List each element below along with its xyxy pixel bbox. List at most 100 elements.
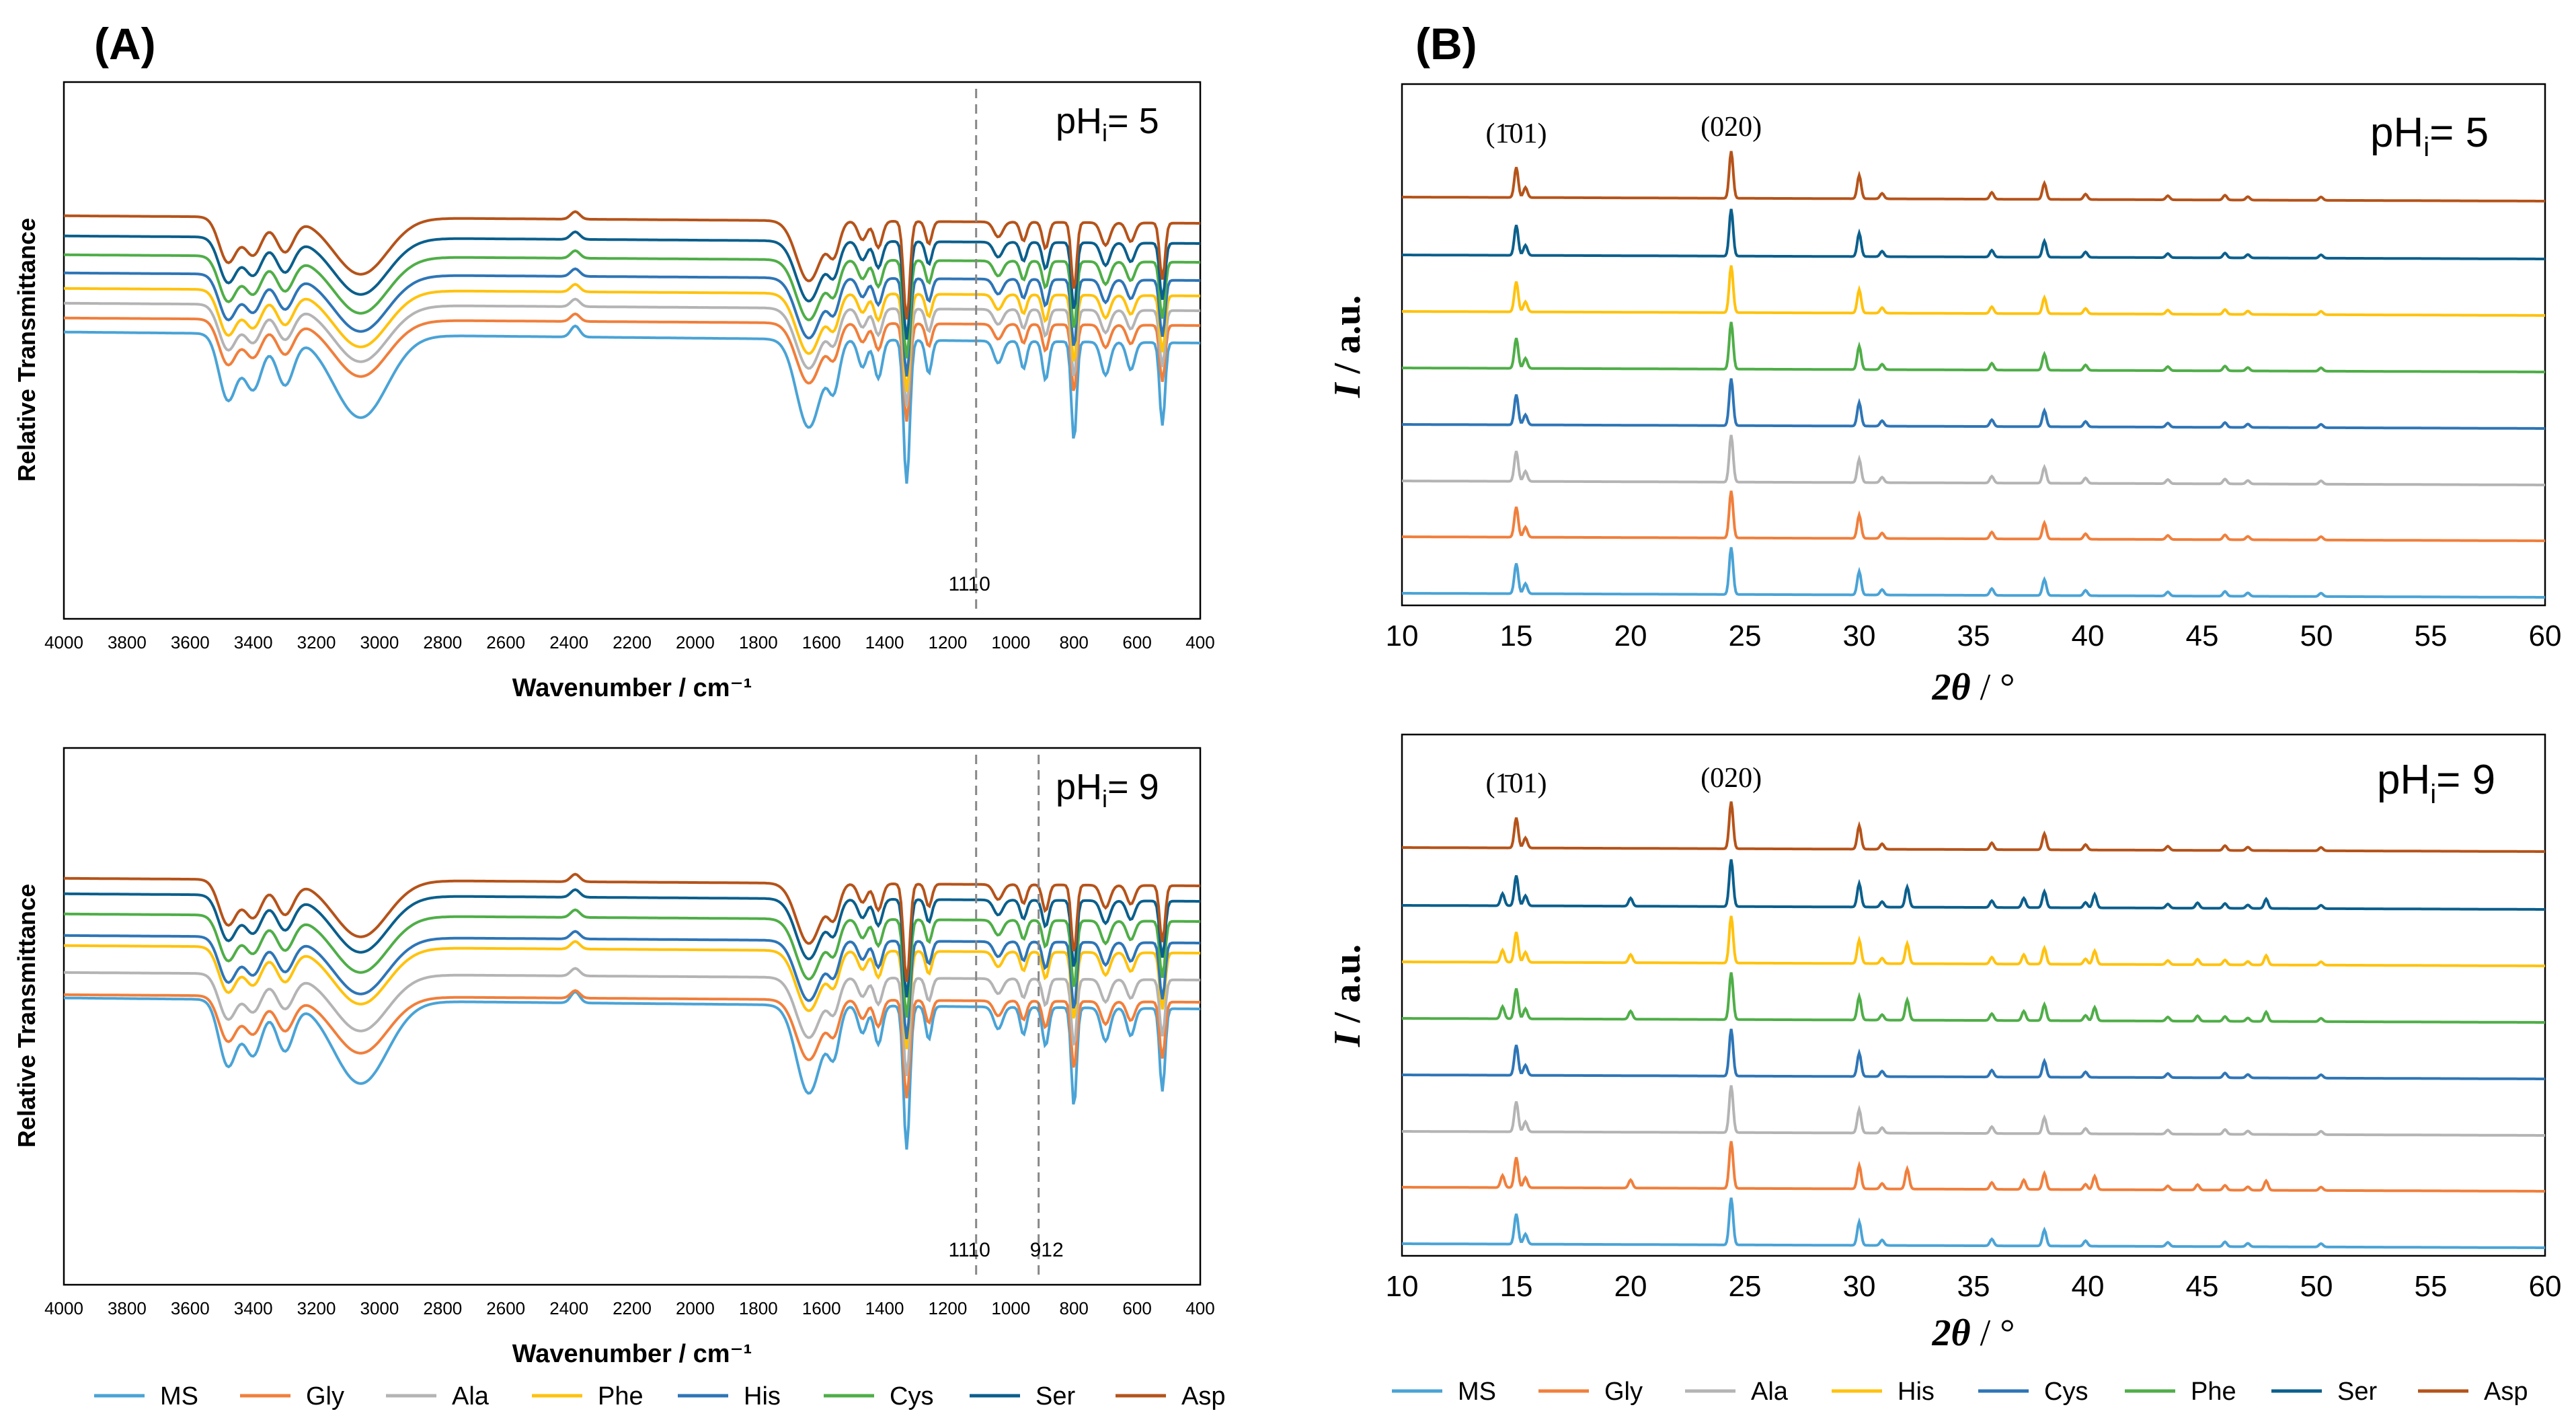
- xrd-xtick-label: 25: [1729, 1270, 1762, 1303]
- xrd-ph5-title: pHi= 5: [2370, 110, 2489, 162]
- legend-xrd: MS Gly Ala His Cys Phe Ser Asp: [1392, 1378, 2528, 1406]
- legend-label-cys: Cys: [890, 1382, 933, 1411]
- xrd-xtick-label: 20: [1614, 620, 1647, 652]
- xrd-ph5-ylabel: I / a.u.: [1327, 295, 1368, 399]
- xrd-xtick-label: 40: [2072, 1270, 2105, 1303]
- xrd-ph9-xticks: 10 15 20 25 30 35 40 45 50 55 60: [1386, 1270, 2562, 1303]
- xrd-series-phe: [1402, 915, 2545, 967]
- ftir-xtick-label: 2200: [613, 1298, 652, 1318]
- ftir-ph9-refline-label-912: 912: [1030, 1239, 1064, 1261]
- ftir-ph9-refline-label-1110: 1110: [949, 1239, 990, 1261]
- ftir-xtick-label: 3400: [234, 1298, 273, 1318]
- panel-b-label: (B): [1415, 19, 1477, 69]
- xrd-series-ser: [1402, 859, 2545, 911]
- ftir-xtick-label: 2600: [486, 632, 525, 652]
- ftir-xtick-label: 2400: [549, 632, 588, 652]
- legend-label-ala: Ala: [1751, 1378, 1789, 1406]
- legend-label-ser: Ser: [1036, 1382, 1075, 1411]
- legend-label-ms: MS: [1458, 1378, 1496, 1406]
- ftir-series-gly: [64, 989, 1200, 1098]
- xrd-xtick-label: 30: [1843, 620, 1876, 652]
- xrd-series-ala: [1402, 1085, 2545, 1137]
- ftir-xtick-label: 1600: [802, 1298, 841, 1318]
- ftir-series-cys: [64, 249, 1200, 359]
- ftir-xtick-label: 3600: [171, 632, 210, 652]
- ftir-series-asp: [64, 872, 1200, 982]
- legend-label-ms: MS: [160, 1382, 198, 1411]
- ftir-xtick-label: 1600: [802, 632, 841, 652]
- xrd-xtick-label: 15: [1500, 1270, 1533, 1303]
- xrd-series-phe: [1402, 265, 2545, 317]
- ftir-xtick-label: 3800: [108, 632, 147, 652]
- ftir-ph9-series-group: [64, 872, 1200, 1150]
- ftir-xtick-label: 1000: [991, 632, 1030, 652]
- ftir-xtick-label: 2000: [676, 1298, 715, 1318]
- xrd-series-asp: [1402, 801, 2545, 853]
- legend-label-his: His: [744, 1382, 781, 1411]
- panel-a-label: (A): [94, 19, 156, 69]
- xrd-ph5-xticks: 10 15 20 25 30 35 40 45 50 55 60: [1386, 620, 2562, 652]
- ftir-series-cys: [64, 908, 1200, 1018]
- xrd-series-his: [1402, 1028, 2545, 1080]
- legend-label-asp: Asp: [2484, 1378, 2528, 1406]
- xrd-ph5-peak-label-020: (020): [1701, 112, 1762, 143]
- ftir-ph5-xlabel: Wavenumber / cm⁻¹: [512, 674, 752, 702]
- xrd-series-cys: [1402, 972, 2545, 1024]
- ftir-ph9-title: pHi= 9: [1056, 767, 1159, 813]
- ftir-chart-ph9: 1110 912 pHi= 9 4000 3800 3600 3400 3200 3000…: [13, 747, 1215, 1368]
- xrd-series-ala: [1402, 435, 2545, 486]
- ftir-xtick-label: 3000: [360, 632, 399, 652]
- xrd-xtick-label: 60: [2529, 620, 2562, 652]
- ftir-series-phe: [64, 940, 1200, 1049]
- xrd-xtick-label: 60: [2529, 1270, 2562, 1303]
- ftir-ph5-xticks: 4000 3800 3600 3400 3200 3000 2800 2600 2400 2200…: [44, 632, 1215, 652]
- legend-label-phe: Phe: [598, 1382, 643, 1411]
- ftir-xtick-label: 1400: [865, 632, 904, 652]
- ftir-series-ms: [64, 324, 1200, 484]
- ftir-chart-ph5: 1110 pHi= 5 4000 3800 3600 3400 3200 3000 2800…: [13, 81, 1215, 702]
- ftir-ph9-xticks: 4000 3800 3600 3400 3200 3000 2800 2600 2400 2200…: [44, 1298, 1215, 1318]
- xrd-chart-ph5: (1̄01) (020) pHi= 5 10 15 20 25 30 35 40 45 50 55…: [1327, 83, 2562, 708]
- legend-label-phe: Phe: [2191, 1378, 2236, 1406]
- ftir-ph5-frame: [63, 81, 1202, 620]
- ftir-series-ser: [64, 888, 1200, 998]
- ftir-xtick-label: 1200: [929, 1298, 968, 1318]
- xrd-ph5-xlabel: 2θ / °: [1931, 667, 2015, 708]
- legend-label-ser: Ser: [2337, 1378, 2377, 1406]
- xrd-series-ms: [1402, 1197, 2545, 1249]
- legend-label-cys: Cys: [2044, 1378, 2088, 1406]
- ftir-series-his: [64, 267, 1200, 377]
- ftir-series-gly: [64, 312, 1200, 422]
- ftir-xtick-label: 2800: [423, 632, 462, 652]
- ftir-series-his: [64, 930, 1200, 1039]
- ftir-xtick-label: 2600: [486, 1298, 525, 1318]
- xrd-ph5-series-group: [1402, 151, 2545, 599]
- legend-label-gly: Gly: [1604, 1378, 1643, 1406]
- xrd-series-ms: [1402, 547, 2545, 599]
- xrd-xtick-label: 35: [1957, 620, 1990, 652]
- xrd-ph9-peak-label-020: (020): [1701, 763, 1762, 794]
- ftir-xtick-label: 600: [1122, 1298, 1151, 1318]
- ftir-series-ser: [64, 230, 1200, 340]
- ftir-xtick-label: 1400: [865, 1298, 904, 1318]
- ftir-xtick-label: 2200: [613, 632, 652, 652]
- xrd-ph9-xlabel: 2θ / °: [1931, 1312, 2015, 1354]
- ftir-ph5-refline-label: 1110: [949, 573, 990, 595]
- legend-label-ala: Ala: [452, 1382, 490, 1411]
- ftir-xtick-label: 4000: [44, 1298, 83, 1318]
- ftir-xtick-label: 600: [1122, 632, 1151, 652]
- ftir-xtick-label: 1800: [739, 1298, 778, 1318]
- xrd-ph5-frame: [1401, 83, 2546, 607]
- ftir-xtick-label: 3600: [171, 1298, 210, 1318]
- xrd-chart-ph9: (1̄01) (020) pHi= 9 10 15 20 25 30 35 40 45 50 55…: [1327, 733, 2562, 1354]
- ftir-xtick-label: 1800: [739, 632, 778, 652]
- ftir-xtick-label: 1000: [991, 1298, 1030, 1318]
- ftir-ph9-frame: [63, 747, 1202, 1286]
- xrd-series-gly: [1402, 1141, 2545, 1193]
- ftir-xtick-label: 1200: [929, 632, 968, 652]
- xrd-series-gly: [1402, 490, 2545, 542]
- ftir-series-phe: [64, 283, 1200, 392]
- ftir-series-ala: [64, 297, 1200, 407]
- ftir-ph5-ylabel: Relative Transmittance: [13, 218, 40, 482]
